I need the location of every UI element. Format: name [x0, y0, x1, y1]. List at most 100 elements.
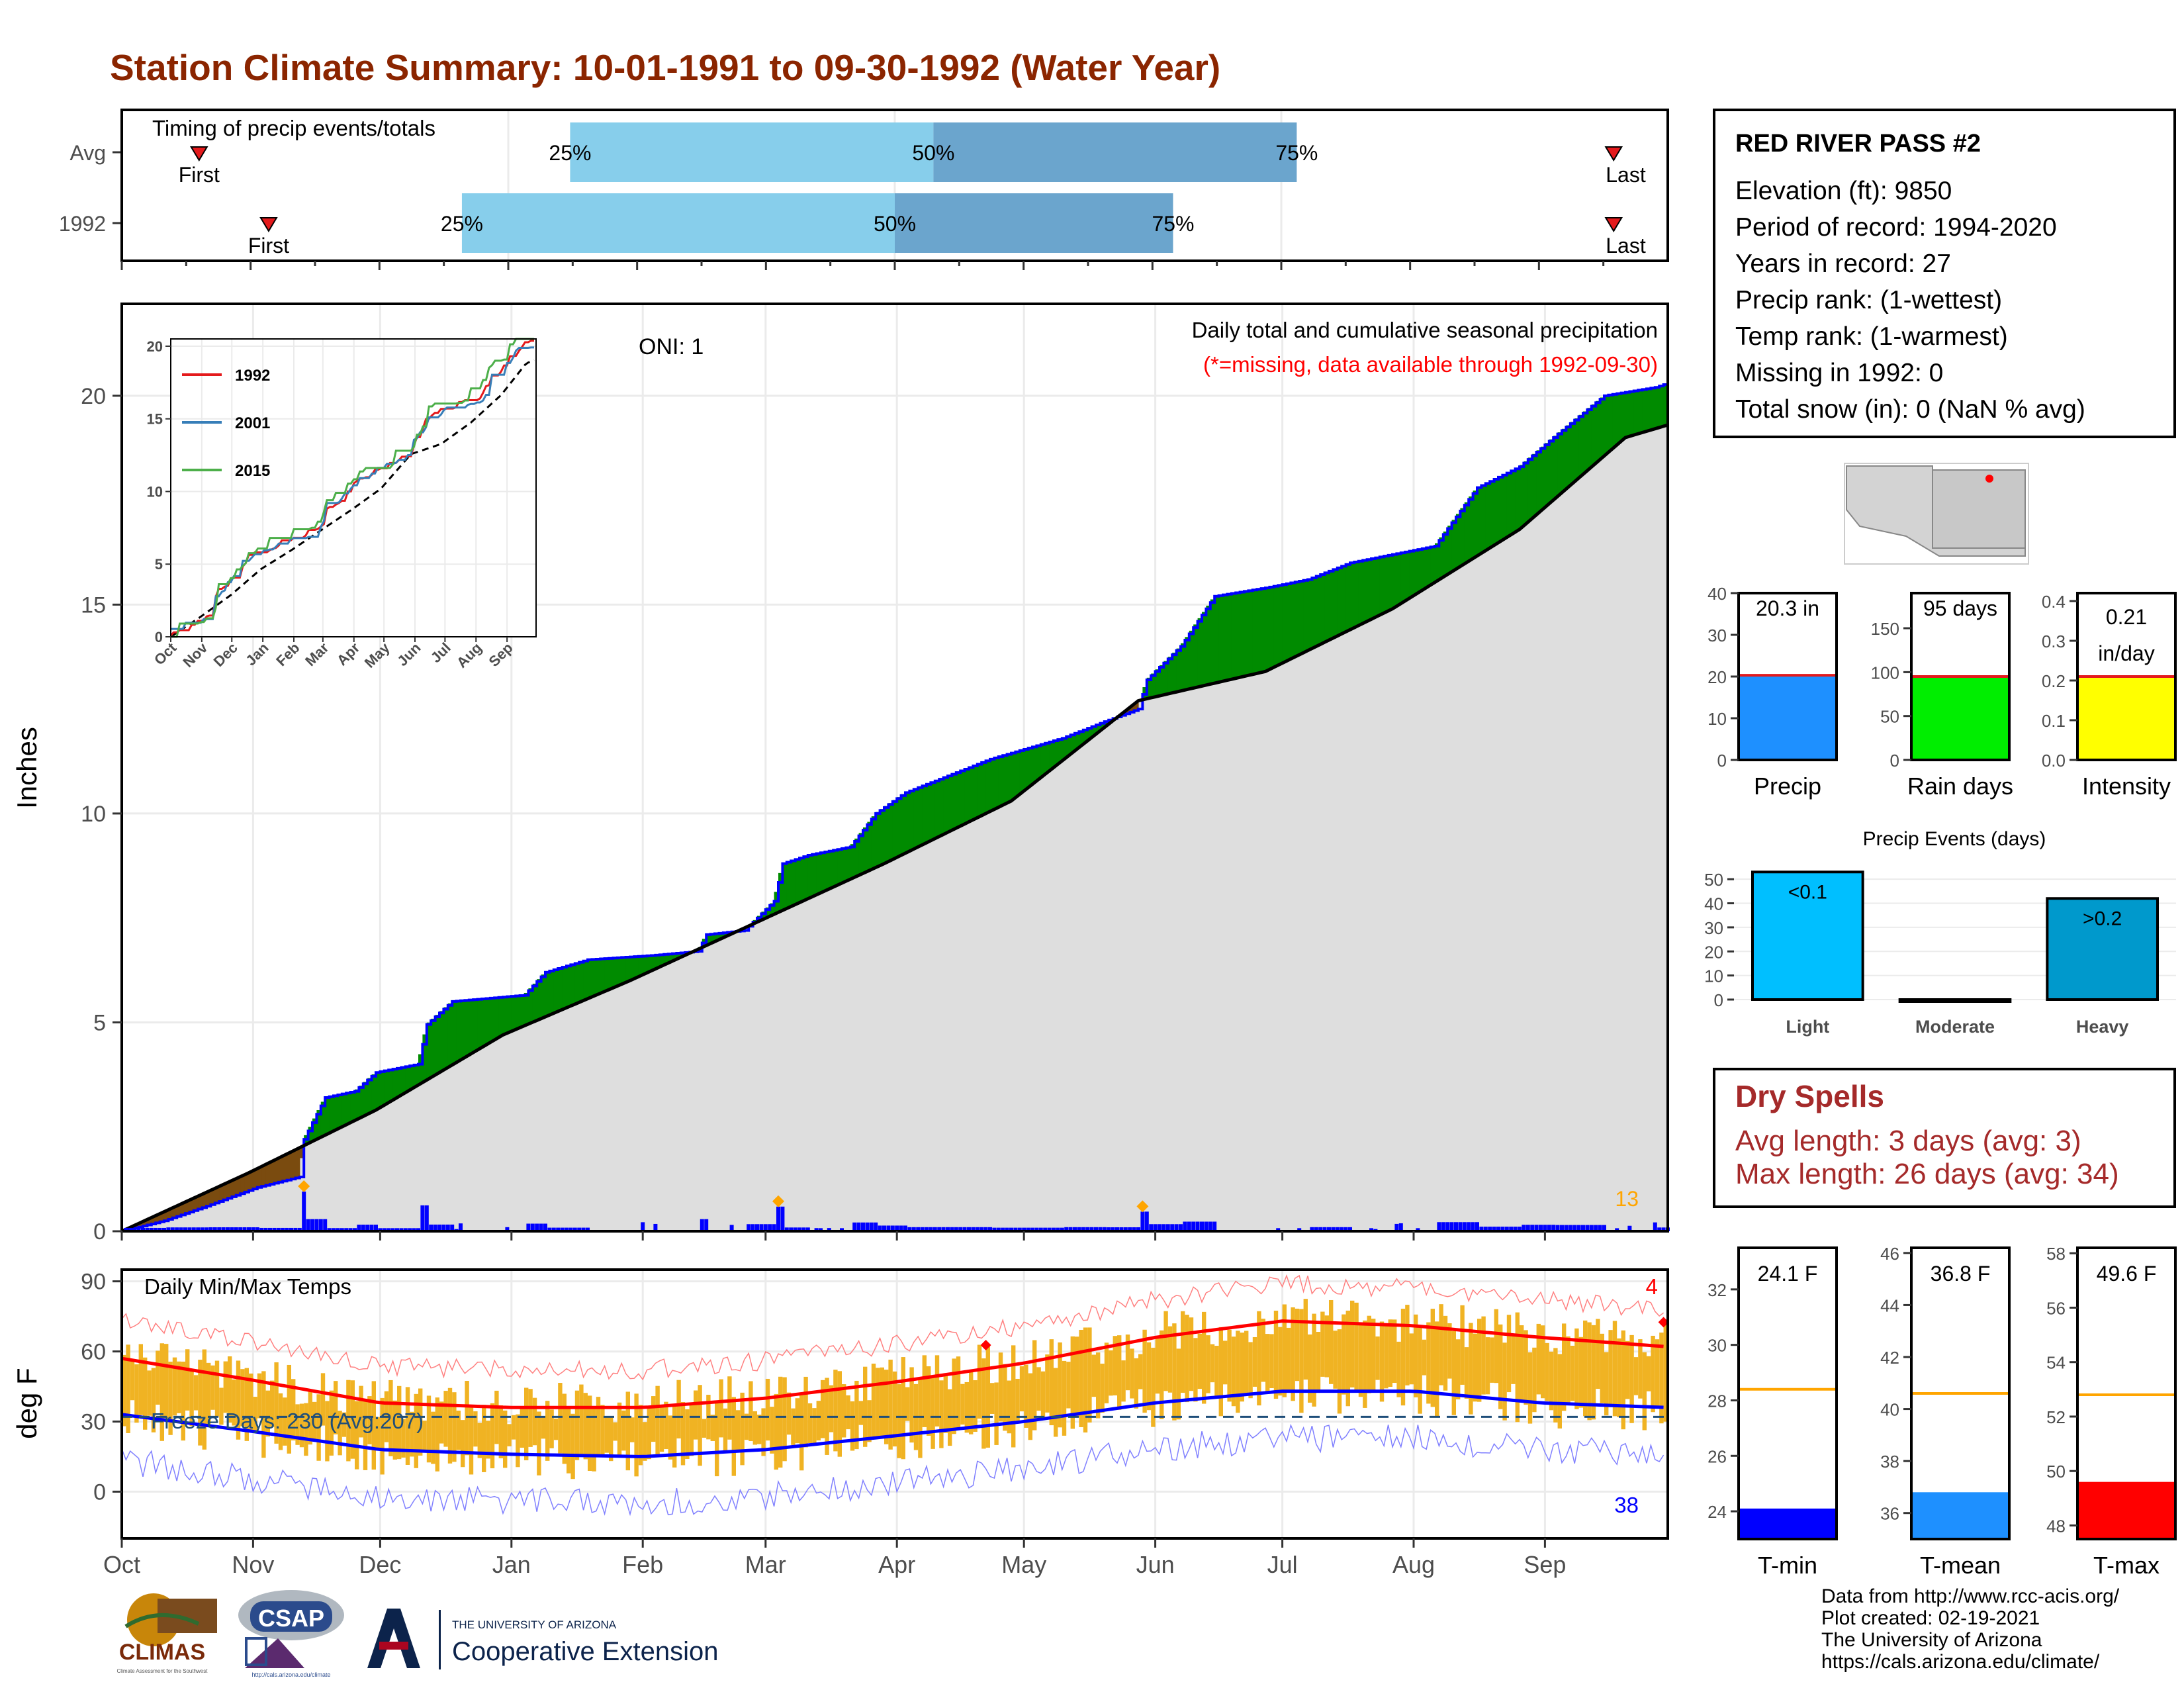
surplus-fill [964, 768, 970, 823]
daily-temp-range-bar [1181, 1311, 1185, 1393]
daily-temp-range-bar [1062, 1360, 1067, 1436]
surplus-fill [1464, 502, 1469, 563]
daily-precip-bar [569, 1227, 573, 1231]
surplus-fill [503, 996, 508, 1035]
surplus-fill [363, 1082, 368, 1115]
daily-precip-bar [759, 1224, 764, 1231]
daily-precip-bar [128, 1227, 132, 1231]
page-title: Station Climate Summary: 10-01-1991 to 0… [110, 47, 1221, 88]
heavy-event-marker [772, 1195, 784, 1207]
surplus-fill [465, 1000, 470, 1056]
daily-temp-range-bar [1125, 1335, 1130, 1391]
month-label: Feb [622, 1551, 663, 1578]
precip-ytick-label: 0 [93, 1219, 106, 1244]
surplus-fill [473, 999, 478, 1052]
daily-temp-range-bar [842, 1384, 846, 1438]
daily-temp-range-bar [558, 1383, 563, 1454]
surplus-fill [1176, 648, 1181, 692]
surplus-fill [613, 958, 618, 987]
surplus-fill [1439, 537, 1444, 579]
daily-temp-range-bar [1295, 1308, 1300, 1382]
station-elevation: Elevation (ft): 9850 [1735, 177, 1952, 205]
daily-precip-bar [755, 1224, 759, 1231]
daily-temp-range-bar [1273, 1310, 1279, 1399]
temp-gauge-1-ytick-label: 36 [1880, 1504, 1899, 1524]
daily-precip-bar [1661, 1227, 1666, 1231]
daily-temp-range-bar [1578, 1336, 1583, 1408]
precip-gauge-2-ytick-label: 0.3 [2042, 632, 2066, 651]
daily-precip-bar [1174, 1224, 1179, 1231]
daily-temp-range-bar [367, 1396, 372, 1444]
daily-precip-bar [581, 1227, 586, 1231]
daily-temp-range-bar [346, 1380, 351, 1462]
daily-temp-range-bar [1536, 1323, 1541, 1395]
daily-temp-range-bar [1647, 1356, 1651, 1391]
daily-precip-bar [255, 1227, 259, 1231]
surplus-fill [341, 1093, 347, 1126]
temp-ytick-label: 0 [93, 1479, 106, 1505]
surplus-fill [643, 956, 648, 974]
station-temp-rank: Temp rank: (1-warmest) [1735, 322, 2008, 351]
daily-temp-range-bar [927, 1366, 931, 1436]
daily-temp-range-bar [164, 1344, 169, 1419]
temp-ytick-label: 60 [81, 1340, 106, 1365]
surplus-fill [807, 855, 813, 898]
daily-temp-range-bar [757, 1415, 762, 1444]
daily-precip-bar [251, 1227, 255, 1231]
daily-temp-range-bar [1490, 1337, 1494, 1383]
freeze-days-label: Freeze Days: 230 (Avg:207) [151, 1409, 424, 1433]
surplus-fill [1494, 478, 1499, 544]
avg-max-temp-line [121, 1319, 1664, 1409]
daily-temp-range-bar [1375, 1336, 1380, 1380]
surplus-fill [655, 955, 660, 968]
surplus-fill [876, 812, 881, 867]
daily-temp-range-bar [676, 1380, 681, 1439]
daily-temp-range-bar [1007, 1380, 1011, 1434]
inset-avg-line [170, 359, 535, 638]
daily-precip-bar [1564, 1225, 1569, 1231]
daily-precip-bar [289, 1227, 293, 1231]
surplus-fill [1197, 618, 1203, 687]
surplus-fill [570, 964, 576, 1006]
daily-temp-range-bar [609, 1416, 614, 1462]
surplus-fill [985, 760, 991, 813]
daily-precip-bar [551, 1227, 556, 1231]
surplus-fill [977, 763, 982, 817]
surplus-fill [1261, 588, 1266, 673]
daily-temp-range-bar [410, 1411, 414, 1457]
daily-precip-bar [332, 1228, 336, 1231]
timing-pct-label: 50% [874, 212, 916, 236]
daily-precip-bar [230, 1227, 234, 1231]
surplus-fill [545, 971, 550, 1016]
daily-temp-range-bar [710, 1415, 715, 1442]
daily-temp-range-bar [1113, 1336, 1117, 1395]
daily-precip-bar [861, 1222, 865, 1231]
daily-temp-range-bar [1049, 1339, 1054, 1426]
daily-precip-bar [747, 1224, 751, 1231]
daily-precip-bar [1522, 1225, 1526, 1231]
surplus-fill [837, 849, 842, 884]
surplus-fill [376, 1072, 381, 1109]
daily-precip-bar [1043, 1227, 1048, 1231]
daily-precip-bar [247, 1227, 251, 1231]
daily-temp-range-bar [147, 1370, 152, 1416]
daily-precip-bar [1627, 1225, 1632, 1231]
daily-temp-range-bar [621, 1410, 626, 1451]
surplus-fill [1663, 383, 1668, 426]
daily-precip-bar [505, 1227, 510, 1231]
daily-precip-bar [793, 1227, 797, 1231]
daily-temp-range-bar [897, 1384, 901, 1458]
surplus-fill [511, 996, 516, 1031]
daily-temp-range-bar [1223, 1340, 1228, 1385]
daily-temp-range-bar [498, 1405, 503, 1459]
daily-temp-range-bar [1621, 1330, 1625, 1430]
daily-precip-bar [827, 1228, 831, 1231]
daily-precip-bar [1195, 1221, 1200, 1231]
daily-precip-bar [124, 1227, 128, 1231]
surplus-fill [1172, 652, 1177, 693]
daily-precip-bar [1331, 1227, 1336, 1231]
daily-temp-range-bar [825, 1378, 829, 1455]
station-info-box: RED RIVER PASS #2 Elevation (ft): 9850 P… [1713, 109, 2176, 438]
daily-precip-bar [1500, 1227, 1505, 1231]
daily-precip-bar [1615, 1228, 1619, 1231]
